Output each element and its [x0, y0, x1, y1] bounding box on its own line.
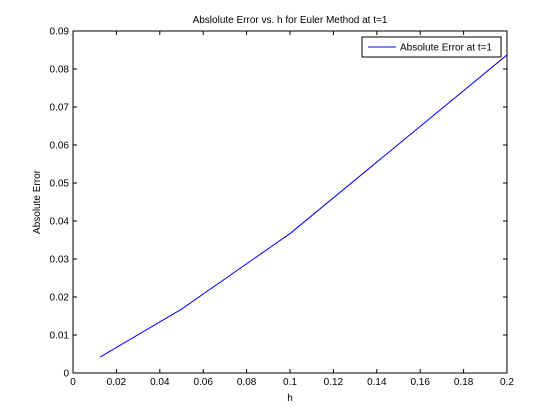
- series-line: [99, 54, 508, 358]
- x-tick-label: 0.16: [410, 377, 430, 388]
- x-tick-label: 0.18: [454, 377, 474, 388]
- x-tick-label: 0: [70, 377, 76, 388]
- series-layer: [99, 54, 508, 358]
- legend: Absolute Error at t=1: [361, 36, 502, 58]
- y-tick-label: 0.01: [50, 331, 70, 342]
- y-tick-label: 0.06: [50, 141, 70, 152]
- ticks: 0 0.02 0.04 0.06 0.08 0.1 0.12 0.14 0.16 0.18 0.2 0…: [50, 27, 515, 389]
- chart-title: Abslolute Error vs. h for Euler Method a…: [193, 15, 388, 26]
- x-tick-label: 0.14: [367, 377, 387, 388]
- y-tick-label: 0.05: [50, 179, 70, 190]
- y-tick-label: 0.08: [50, 65, 70, 76]
- x-tick-label: 0.1: [283, 377, 297, 388]
- x-tick-label: 0.12: [324, 377, 344, 388]
- y-tick-label: 0.03: [50, 255, 70, 266]
- legend-entry-label: Absolute Error at t=1: [400, 43, 492, 54]
- legend-box: [361, 36, 502, 58]
- y-tick-label: 0: [63, 369, 69, 380]
- y-tick-label: 0.04: [50, 217, 70, 228]
- x-tick-label: 0.06: [193, 377, 213, 388]
- y-axis-label: Absolute Error: [32, 169, 43, 234]
- x-tick-label: 0.08: [237, 377, 257, 388]
- y-tick-label: 0.02: [50, 293, 70, 304]
- x-axis-label: h: [287, 393, 293, 404]
- x-tick-label: 0.02: [107, 377, 127, 388]
- plot-area: [72, 30, 508, 374]
- y-tick-label: 0.07: [50, 103, 70, 114]
- y-tick-label: 0.09: [50, 27, 70, 38]
- x-tick-label: 0.04: [150, 377, 170, 388]
- x-tick-label: 0.2: [500, 377, 514, 388]
